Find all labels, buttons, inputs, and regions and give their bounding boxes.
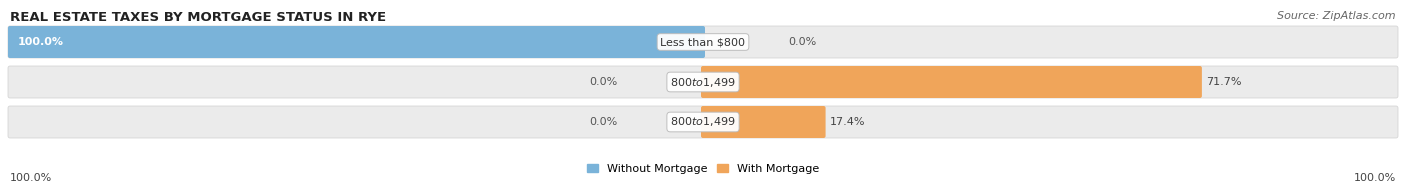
FancyBboxPatch shape — [702, 106, 825, 138]
Text: $800 to $1,499: $800 to $1,499 — [671, 75, 735, 89]
FancyBboxPatch shape — [8, 66, 1398, 98]
Text: $800 to $1,499: $800 to $1,499 — [671, 115, 735, 129]
Text: 0.0%: 0.0% — [589, 117, 619, 127]
Text: 100.0%: 100.0% — [18, 37, 65, 47]
Text: 0.0%: 0.0% — [589, 77, 619, 87]
Text: 100.0%: 100.0% — [10, 173, 52, 183]
FancyBboxPatch shape — [8, 106, 1398, 138]
Text: REAL ESTATE TAXES BY MORTGAGE STATUS IN RYE: REAL ESTATE TAXES BY MORTGAGE STATUS IN … — [10, 11, 387, 24]
Legend: Without Mortgage, With Mortgage: Without Mortgage, With Mortgage — [582, 159, 824, 178]
FancyBboxPatch shape — [8, 26, 704, 58]
FancyBboxPatch shape — [702, 66, 1202, 98]
Text: 0.0%: 0.0% — [787, 37, 817, 47]
FancyBboxPatch shape — [8, 26, 1398, 58]
Text: 71.7%: 71.7% — [1206, 77, 1241, 87]
Text: 100.0%: 100.0% — [1354, 173, 1396, 183]
Text: 17.4%: 17.4% — [830, 117, 865, 127]
Text: Source: ZipAtlas.com: Source: ZipAtlas.com — [1278, 11, 1396, 21]
Text: Less than $800: Less than $800 — [661, 37, 745, 47]
